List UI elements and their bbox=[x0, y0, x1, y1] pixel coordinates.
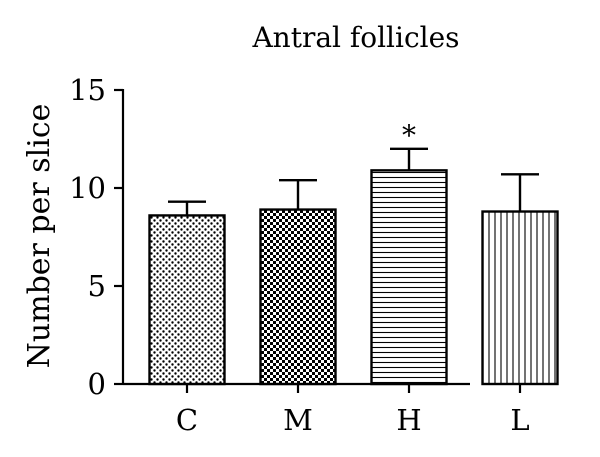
y-tick-label-10: 10 bbox=[69, 171, 106, 205]
chart-title: Antral follicles bbox=[251, 21, 459, 54]
y-tick-label-5: 5 bbox=[88, 269, 106, 303]
category-label-L: L bbox=[510, 403, 529, 437]
bar-H bbox=[370, 169, 448, 386]
y-axis-title: Number per slice bbox=[22, 104, 57, 369]
category-label-H: H bbox=[396, 403, 421, 437]
y-tick-label-15: 15 bbox=[69, 73, 106, 107]
bar-C bbox=[148, 214, 226, 386]
bar-M bbox=[259, 208, 337, 386]
plot-area: 0 5 10 15 C M H * L bbox=[69, 73, 559, 437]
category-label-C: C bbox=[176, 403, 198, 437]
bar-L bbox=[481, 210, 559, 386]
y-tick-label-0: 0 bbox=[88, 367, 106, 401]
category-label-M: M bbox=[283, 403, 313, 437]
significance-marker-H: * bbox=[402, 119, 416, 152]
